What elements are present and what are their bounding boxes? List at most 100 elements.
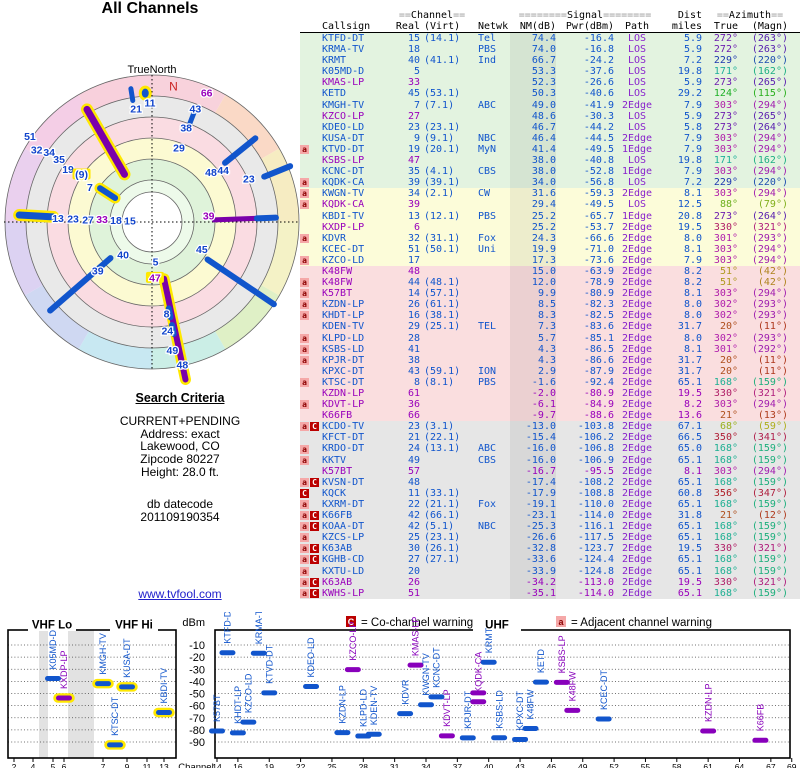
cell-callsign: K57BT [322,465,353,477]
cell-network [470,266,510,277]
station-label: KZCO-LD [244,673,254,713]
radar-channel-label: 7 [87,182,93,194]
station-label: KTVD-DT [264,644,274,683]
column-header-virt: (Virt) [424,21,461,32]
cell-azimuth-true: 301° [713,232,738,244]
db-datecode-label: db datecode [146,497,214,511]
cell-callsign: KMAS-LP [322,77,365,89]
cell-distance: 13.6 [677,410,702,422]
cell-callsign: KSBS-LD [322,343,365,355]
cell-power: -49.5 [583,199,614,211]
cell-real-channel: 28 [407,332,420,344]
warning-markers: a [300,288,322,299]
cell-network [470,432,510,443]
cell-virtual-channel: (22.1) [424,432,461,444]
cell-path: 2Edge [621,321,653,333]
table-row: KFCT-DT 21 (22.1) -15.4 -106.2 2Edge 66.5 350° (… [300,432,800,444]
cell-callsign: KTFD-DT [322,33,365,44]
cell-network: PBS [478,210,497,222]
cell-real-channel: 35 [407,166,420,178]
cell-path: 2Edge [621,565,653,577]
table-row: a C KCDO-TV 23 (3.1) -13.0 -103.8 2Edge 67.1 68° (… [300,421,800,433]
table-row: a C KWHS-LP 51 -35.1 -114.0 2Edge 65.1 168° (159°… [300,587,800,599]
search-line: Height: 28.0 ft. [140,464,220,479]
cell-path: 2Edge [621,232,653,244]
column-header-callsign: Callsign [322,21,371,32]
cell-power: -53.7 [583,221,614,233]
cell-distance: 67.1 [677,421,702,433]
cell-callsign: KZCS-LP [322,532,365,544]
table-row: KDEO-LD 23 (23.1) 46.7 -44.2 LOS 5.8 273° (264°) [300,121,800,133]
adjacent-warning-icon: a [300,189,309,199]
warning-markers [300,100,322,111]
cell-azimuth-magnetic: (347°) [751,487,788,499]
cell-azimuth-true: 303° [713,399,738,411]
cell-noise-margin: 48.6 [531,110,556,122]
cell-azimuth-magnetic: (265°) [751,77,788,89]
cell-noise-margin: -16.0 [525,454,556,466]
search-line: Address: exact [140,426,220,441]
cell-azimuth-magnetic: (159°) [751,498,788,510]
radar-channel-label: 43 [190,104,202,116]
cell-noise-margin: 25.2 [531,221,556,233]
group-header-label: ==Channel== [398,10,466,21]
cell-real-channel: 19 [407,143,420,155]
cell-callsign: K63AB [322,543,353,555]
cell-azimuth-magnetic: (293°) [751,332,788,344]
cell-virtual-channel [420,477,470,488]
station-label: KUSA-DT [122,638,132,678]
radar-sector [78,75,152,113]
cell-callsign: KXDP-LP [322,221,365,233]
warning-markers [300,55,322,66]
cell-azimuth-magnetic: (159°) [751,376,788,388]
cell-azimuth-true: 168° [713,476,738,488]
channel-tick-label: 22 [296,762,306,768]
warning-markers: C [300,488,322,499]
cell-path: 2Edge [621,410,653,422]
table-row: a K57BT 14 (57.1) 9.9 -80.9 2Edge 8.1 303° (294°) [300,288,800,300]
cell-virtual-channel [420,588,470,599]
table-row: a KRDO-DT 24 (13.1) ABC -16.0 -106.8 2Edge 65.0 1… [300,443,800,455]
radar-channel-label: 40 [117,250,129,262]
tvfool-link[interactable]: www.tvfool.com [138,587,222,601]
adjacent-warning-icon: a [300,544,309,554]
cell-distance: 7.9 [683,99,702,111]
cell-network: ABC [478,443,497,455]
cell-network: TEL [478,321,497,333]
channel-tick-label: 5 [51,762,56,768]
cell-noise-margin: -1.6 [531,376,556,388]
signal-table: ==Channel== ========Signal======== Dist ==A… [300,10,800,599]
cell-noise-margin: 53.3 [531,66,556,78]
cell-real-channel: 24 [407,443,420,455]
station-label: K48FW [568,671,578,702]
cell-azimuth-magnetic: (42°) [757,277,788,289]
cell-callsign: KFCT-DT [322,432,365,444]
warning-markers [300,410,322,421]
cell-callsign: KXTU-LD [322,565,365,577]
cell-distance: 19.8 [677,155,702,167]
cell-virtual-channel [420,344,470,355]
cell-noise-margin: -34.2 [525,576,556,588]
radar-bar [186,104,199,129]
cell-noise-margin: 4.3 [537,343,556,355]
section-label-bg [28,618,76,631]
cell-virtual-channel: (66.1) [424,510,461,522]
warning-markers: a [300,443,322,454]
cell-real-channel: 22 [407,498,420,510]
cell-callsign: KCNC-DT [322,166,365,178]
cell-power: -16.4 [583,33,614,44]
cell-azimuth-magnetic: (294°) [751,254,788,266]
cell-power: -114.0 [577,587,614,599]
cell-noise-margin: -17.4 [525,476,556,488]
station-label: KDEN-TV [369,686,379,726]
cell-network: CW [478,188,491,200]
cell-real-channel: 17 [407,254,420,266]
cell-callsign: K57BT [322,288,353,300]
cell-noise-margin: 25.2 [531,210,556,222]
cell-azimuth-magnetic: (292°) [751,343,788,355]
cell-real-channel: 15 [407,33,420,44]
cell-azimuth-true: 168° [713,521,738,533]
radar-sector [24,285,89,350]
cell-callsign: KZDN-LP [322,388,365,399]
adjacent-symbol: a [558,617,564,627]
